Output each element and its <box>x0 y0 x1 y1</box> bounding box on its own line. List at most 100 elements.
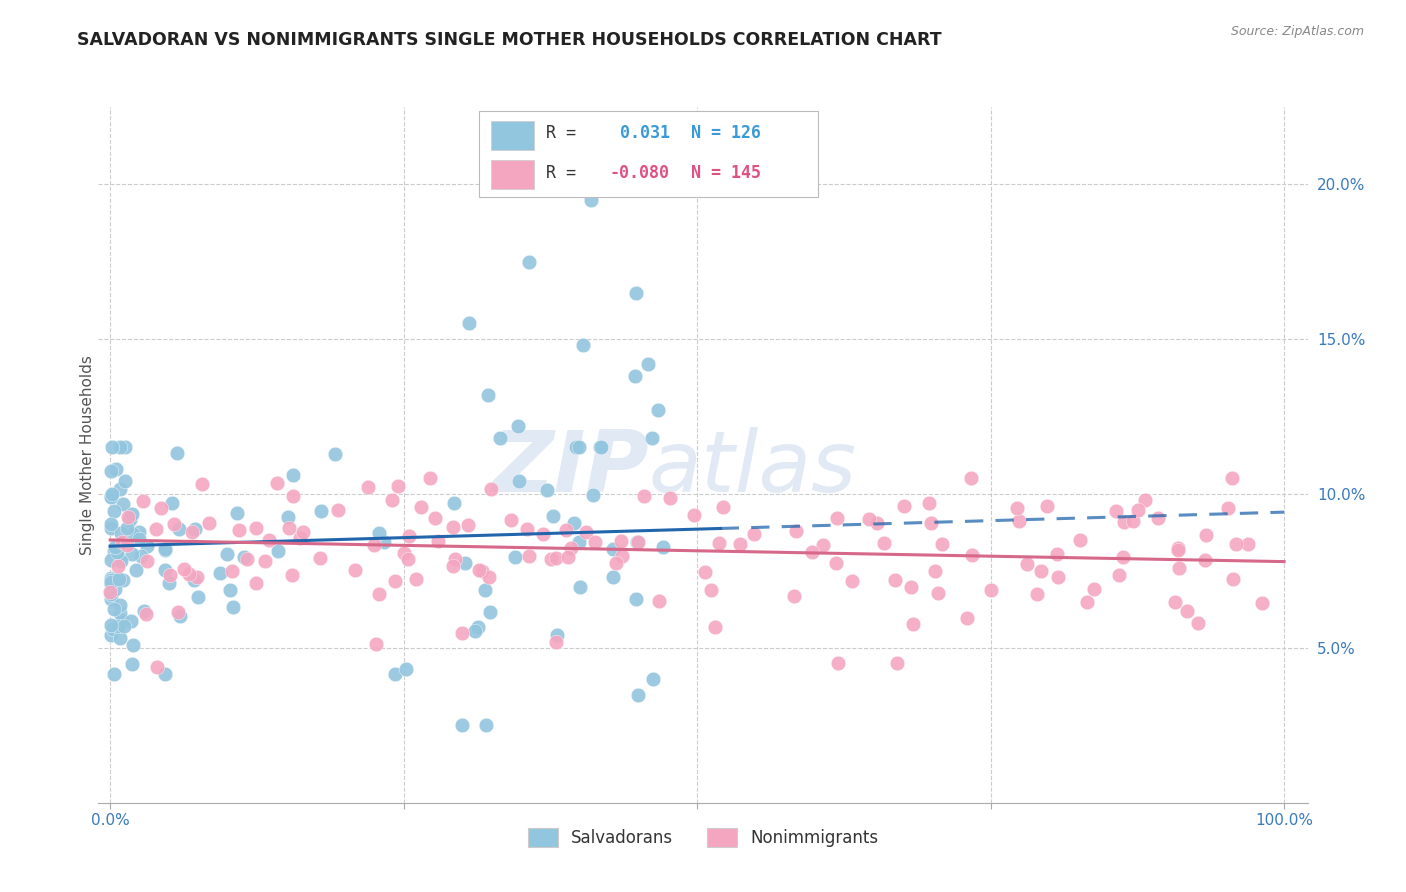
Point <box>555 523 578 537</box>
Point <box>124 563 146 577</box>
Point <box>872 536 894 550</box>
Point <box>841 574 863 588</box>
Point <box>920 516 942 530</box>
Point <box>1195 528 1218 542</box>
Point <box>179 566 201 581</box>
Point <box>381 492 404 507</box>
Point <box>582 487 605 501</box>
Point <box>288 532 311 546</box>
Point <box>357 480 380 494</box>
Point <box>104 461 127 475</box>
Point <box>277 521 299 535</box>
Point <box>1222 572 1244 586</box>
Point <box>419 471 441 485</box>
Text: Source: ZipAtlas.com: Source: ZipAtlas.com <box>1230 25 1364 38</box>
Point <box>612 549 634 564</box>
Point <box>468 563 491 577</box>
Point <box>100 592 122 607</box>
Point <box>167 605 190 619</box>
Point <box>245 521 267 535</box>
Point <box>103 544 125 558</box>
Point <box>100 571 122 585</box>
Legend: Salvadorans, Nonimmigrants: Salvadorans, Nonimmigrants <box>522 821 884 854</box>
Text: -0.080: -0.080 <box>610 164 669 182</box>
Point <box>866 516 889 531</box>
Point <box>267 543 290 558</box>
Point <box>960 471 983 485</box>
Point <box>367 526 389 541</box>
Point <box>627 688 650 702</box>
Point <box>100 517 122 532</box>
Point <box>105 541 128 555</box>
Point <box>108 572 131 586</box>
Point <box>145 522 167 536</box>
Point <box>531 527 554 541</box>
Point <box>700 582 723 597</box>
Point <box>108 482 131 496</box>
Point <box>114 474 136 488</box>
Point <box>146 659 169 673</box>
Point <box>160 496 183 510</box>
Point <box>610 534 633 549</box>
Point <box>546 550 568 565</box>
Point <box>478 569 501 583</box>
Point <box>730 537 752 551</box>
Point <box>884 574 907 588</box>
Point <box>105 544 128 558</box>
Point <box>624 369 647 384</box>
Point <box>128 524 150 539</box>
Point <box>108 631 131 645</box>
Point <box>569 580 592 594</box>
Point <box>901 617 924 632</box>
Point <box>444 552 467 566</box>
Point <box>111 614 134 628</box>
Point <box>384 574 406 589</box>
Text: R =: R = <box>546 164 586 182</box>
Point <box>103 601 125 615</box>
Point <box>562 516 585 530</box>
Point <box>129 549 152 563</box>
Point <box>363 538 385 552</box>
Point <box>489 431 512 445</box>
Point <box>100 489 122 503</box>
Point <box>540 552 562 566</box>
Point <box>108 551 131 566</box>
Point <box>1251 596 1274 610</box>
Point <box>181 525 204 540</box>
Point <box>546 628 568 642</box>
Point <box>121 657 143 672</box>
Point <box>651 540 673 554</box>
Point <box>575 524 598 539</box>
Text: N = 126: N = 126 <box>690 125 761 143</box>
Text: SALVADORAN VS NONIMMIGRANTS SINGLE MOTHER HOUSEHOLDS CORRELATION CHART: SALVADORAN VS NONIMMIGRANTS SINGLE MOTHE… <box>77 31 942 49</box>
Point <box>1164 595 1187 609</box>
Text: ZIP: ZIP <box>491 427 648 510</box>
Point <box>1126 502 1149 516</box>
Point <box>169 608 191 623</box>
Point <box>475 718 498 732</box>
Text: 0.031: 0.031 <box>610 125 669 143</box>
Point <box>801 545 824 559</box>
Point <box>1083 582 1105 596</box>
Point <box>1015 557 1038 571</box>
Point <box>291 524 314 539</box>
Point <box>394 662 416 676</box>
Point <box>626 285 648 300</box>
Point <box>266 475 288 490</box>
Point <box>602 541 624 556</box>
Point <box>118 512 141 526</box>
Point <box>711 500 734 514</box>
Point <box>900 580 922 594</box>
Point <box>104 582 127 596</box>
Point <box>215 547 238 561</box>
Point <box>457 517 479 532</box>
Point <box>709 536 731 550</box>
Point <box>647 403 669 417</box>
Point <box>1175 604 1198 618</box>
Point <box>100 464 122 478</box>
Point <box>508 418 530 433</box>
Point <box>1187 615 1209 630</box>
Point <box>443 496 465 510</box>
Point <box>886 656 908 670</box>
Point <box>101 572 124 586</box>
